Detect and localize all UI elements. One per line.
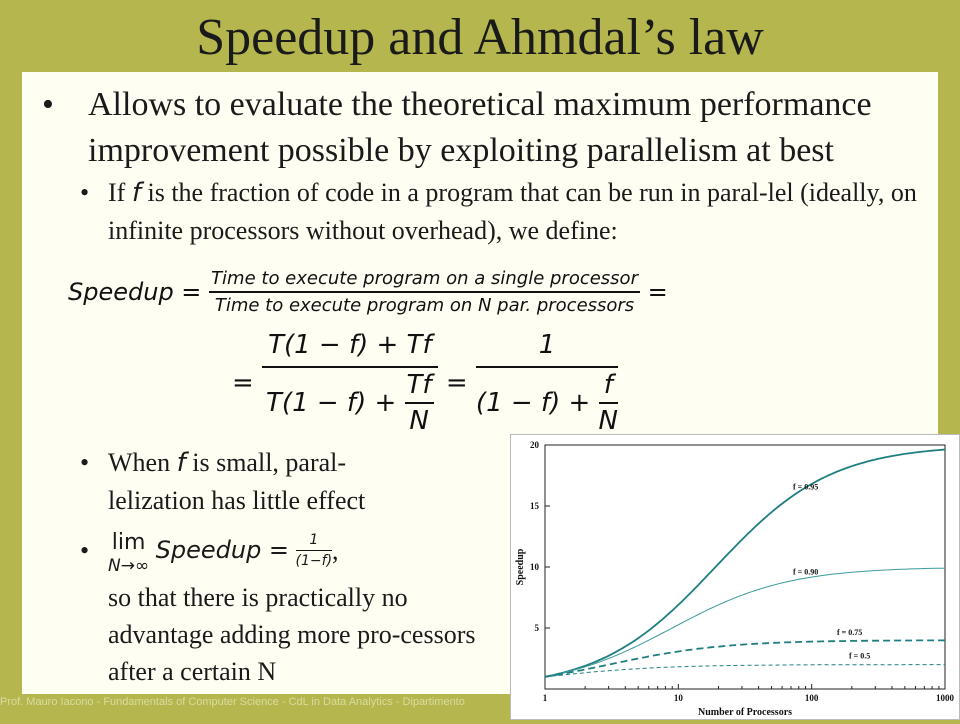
main-bullet: Allows to evaluate the theoretical maxim… [42,82,948,174]
series-line [544,639,946,678]
speedup-lhs: Speedup = [68,278,202,306]
x-axis-label: Number of Processors [698,707,792,718]
y-tick-label: 5 [535,623,540,633]
definition-text: is the fraction of code in a program tha… [108,178,917,245]
f-over-n: f N [598,370,618,436]
derivation-denominator-2: (1 − f) + f N [476,368,618,436]
bullet-dot-icon: • [80,178,90,207]
sub-bullet-small-f: • When f is small, paral-lelization has … [80,444,438,519]
series-label: f = 0.90 [793,567,818,576]
den1-text: T(1 − f) + [266,388,397,418]
chart-labels: f = 0.95 f = 0.90 f = 0.75 f = 0.5 [793,483,870,661]
equals-sign: = [647,278,668,306]
x-tick-label: 10 [674,693,684,703]
limit-fraction: 1 (1−f) [295,532,333,569]
n-den-2: N [598,406,618,436]
speedup-equation: Speedup = Time to execute program on a s… [68,268,668,316]
limit-denominator: (1−f) [295,553,333,569]
speedup-chart: 1 10 100 1000 5 10 15 20 Number of Processors Spe… [510,434,960,720]
x-tick-label: 100 [805,693,819,703]
text-if: If [108,178,126,207]
series-line [544,448,946,678]
var-f: f [131,178,141,208]
y-tick-label: 15 [530,501,540,511]
derivation-denominator-1: T(1 − f) + Tf N [262,368,438,436]
y-axis-label: Speedup [515,548,526,585]
series-label: f = 0.75 [837,628,862,637]
limit-numerator: 1 [295,532,333,551]
x-tick-label: 1 [543,693,548,703]
speedup-derivation: = T(1 − f) + Tf T(1 − f) + Tf N = 1 (1 −… [232,330,618,436]
sub-bullet-limit: • lim N→∞ Speedup = 1 (1−f) , so that th… [80,532,488,690]
y-tick-label: 10 [530,562,540,572]
comma: , [332,536,339,565]
fraction-denominator: Time to execute program on N par. proces… [214,295,635,316]
f-num: f [598,370,618,404]
limit-expression: Speedup = [155,536,290,564]
derivation-numerator-1: T(1 − f) + Tf [262,330,438,368]
tf-num: Tf [404,370,434,404]
limit-conclusion-text: so that there is practically no advantag… [108,583,476,686]
text-when: When [108,448,171,477]
derivation-fraction-2: 1 (1 − f) + f N [475,330,618,436]
plot-frame [544,444,946,690]
derivation-numerator-2: 1 [475,330,618,368]
slide-title: Speedup and Ahmdal’s law [196,9,764,66]
small-f-text: is small, paral-lelization has little ef… [108,448,366,515]
fraction-numerator: Time to execute program on a single proc… [209,268,640,293]
chart-lines [544,448,946,678]
equals-sign-lead: = [232,368,254,398]
chart-axes: 1 10 100 1000 5 10 15 20 Number of Processors Spe… [515,440,955,718]
limit-operator: lim N→∞ [108,532,149,577]
equals-sign-mid: = [445,368,468,398]
lim-text: lim [111,530,146,555]
slide-body: Allows to evaluate the theoretical maxim… [22,72,938,694]
lim-subscript: N→∞ [108,556,150,576]
y-tick-label: 20 [530,440,540,450]
bullet-dot-icon: • [80,448,90,477]
series-label: f = 0.95 [793,483,818,492]
series-line [544,567,946,678]
tf-over-n: Tf N [404,370,434,436]
speedup-fraction: Time to execute program on a single proc… [209,268,640,316]
footer-credit: Prof. Mauro Iacono - Fundamentals of Com… [0,696,465,708]
x-tick-label: 1000 [936,693,955,703]
series-line [544,664,945,678]
var-f-2: f [176,448,186,478]
n-den: N [409,406,429,436]
den2-text: (1 − f) + [475,388,591,418]
bullet-dot-icon: • [80,536,90,565]
speedup-chart-svg: 1 10 100 1000 5 10 15 20 Number of Processors Spe… [515,440,955,718]
sub-bullet-definition: • If f is the fraction of code in a prog… [80,174,928,249]
series-label: f = 0.5 [849,652,870,661]
derivation-fraction-1: T(1 − f) + Tf T(1 − f) + Tf N [262,330,438,436]
